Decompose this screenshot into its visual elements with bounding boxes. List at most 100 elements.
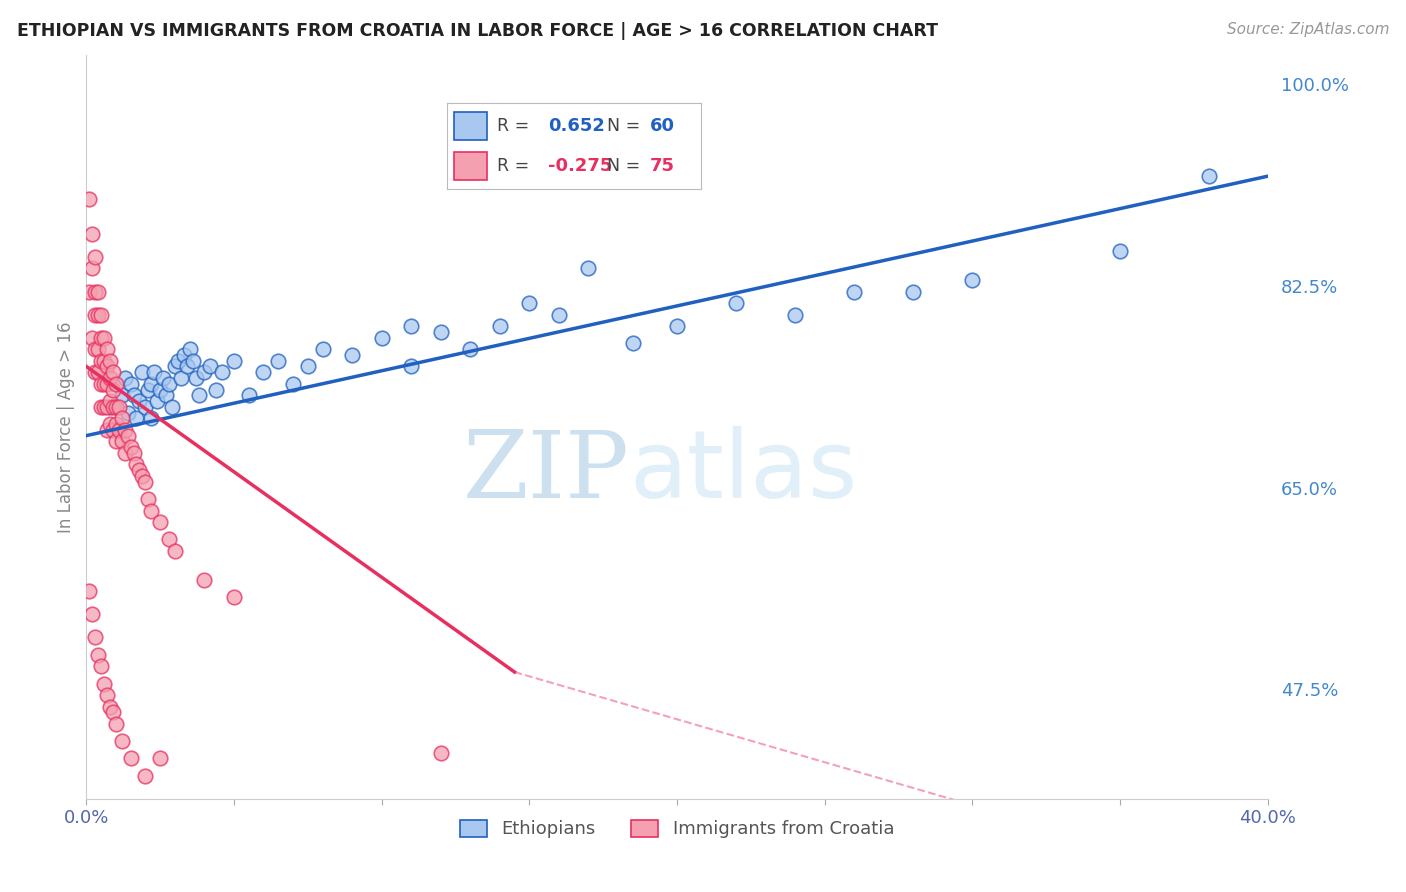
Point xyxy=(125,458,148,472)
Point xyxy=(84,342,107,356)
Point xyxy=(166,353,188,368)
Point xyxy=(149,383,172,397)
Point xyxy=(98,394,121,409)
Point xyxy=(120,440,142,454)
Point xyxy=(267,353,290,368)
Point xyxy=(134,769,156,783)
Point xyxy=(621,336,644,351)
Point xyxy=(141,376,163,391)
Point xyxy=(93,331,115,345)
Point xyxy=(903,285,925,299)
Point xyxy=(222,353,245,368)
Point xyxy=(93,400,115,414)
Point xyxy=(90,400,112,414)
Point xyxy=(547,308,569,322)
Point xyxy=(82,227,104,241)
Point xyxy=(84,631,107,645)
Point xyxy=(82,331,104,345)
Point xyxy=(98,353,121,368)
Point xyxy=(87,285,110,299)
Point xyxy=(84,285,107,299)
Point xyxy=(120,376,142,391)
Point xyxy=(87,365,110,379)
Point xyxy=(104,400,127,414)
Point xyxy=(399,359,422,374)
Point xyxy=(96,688,118,702)
Point xyxy=(238,388,260,402)
Point xyxy=(128,463,150,477)
Point xyxy=(576,261,599,276)
Point xyxy=(141,411,163,425)
Point xyxy=(96,342,118,356)
Point xyxy=(101,365,124,379)
Point xyxy=(160,400,183,414)
Point xyxy=(114,423,136,437)
Point xyxy=(93,376,115,391)
Point xyxy=(98,417,121,431)
Point xyxy=(134,475,156,489)
Point xyxy=(104,434,127,449)
Point xyxy=(104,376,127,391)
Point xyxy=(163,359,186,374)
Point xyxy=(962,273,984,287)
Point xyxy=(104,417,127,431)
Legend: Ethiopians, Immigrants from Croatia: Ethiopians, Immigrants from Croatia xyxy=(453,813,901,846)
Text: atlas: atlas xyxy=(630,425,858,517)
Point xyxy=(87,342,110,356)
Point xyxy=(157,533,180,547)
Point xyxy=(458,342,481,356)
Point xyxy=(107,400,129,414)
Point xyxy=(724,296,747,310)
Point xyxy=(181,353,204,368)
Point xyxy=(205,383,228,397)
Point xyxy=(143,365,166,379)
Point xyxy=(1109,244,1132,259)
Point xyxy=(783,308,806,322)
Point xyxy=(77,584,100,599)
Text: ETHIOPIAN VS IMMIGRANTS FROM CROATIA IN LABOR FORCE | AGE > 16 CORRELATION CHART: ETHIOPIAN VS IMMIGRANTS FROM CROATIA IN … xyxy=(17,22,938,40)
Point xyxy=(211,365,233,379)
Point xyxy=(84,308,107,322)
Point xyxy=(98,400,121,414)
Point xyxy=(128,394,150,409)
Point xyxy=(146,394,169,409)
Point xyxy=(122,388,145,402)
Point xyxy=(184,371,207,385)
Y-axis label: In Labor Force | Age > 16: In Labor Force | Age > 16 xyxy=(58,321,75,533)
Point xyxy=(111,388,134,402)
Point xyxy=(252,365,274,379)
Point xyxy=(200,359,222,374)
Point xyxy=(131,469,153,483)
Point xyxy=(517,296,540,310)
Point xyxy=(90,331,112,345)
Point xyxy=(187,388,209,402)
Point xyxy=(96,423,118,437)
Point xyxy=(84,365,107,379)
Point xyxy=(107,423,129,437)
Point xyxy=(155,388,177,402)
Point xyxy=(170,371,193,385)
Text: Source: ZipAtlas.com: Source: ZipAtlas.com xyxy=(1226,22,1389,37)
Point xyxy=(87,308,110,322)
Point xyxy=(82,261,104,276)
Point xyxy=(665,319,688,334)
Point xyxy=(84,250,107,264)
Point xyxy=(111,434,134,449)
Point xyxy=(114,371,136,385)
Point xyxy=(96,376,118,391)
Point xyxy=(101,706,124,720)
Point xyxy=(117,406,139,420)
Point xyxy=(82,607,104,622)
Point xyxy=(87,648,110,662)
Point xyxy=(179,342,201,356)
Point xyxy=(93,353,115,368)
Point xyxy=(149,751,172,765)
Point xyxy=(131,365,153,379)
Point xyxy=(90,308,112,322)
Point xyxy=(90,659,112,673)
Point xyxy=(122,446,145,460)
Point xyxy=(90,376,112,391)
Point xyxy=(176,359,198,374)
Point xyxy=(77,285,100,299)
Point xyxy=(311,342,333,356)
